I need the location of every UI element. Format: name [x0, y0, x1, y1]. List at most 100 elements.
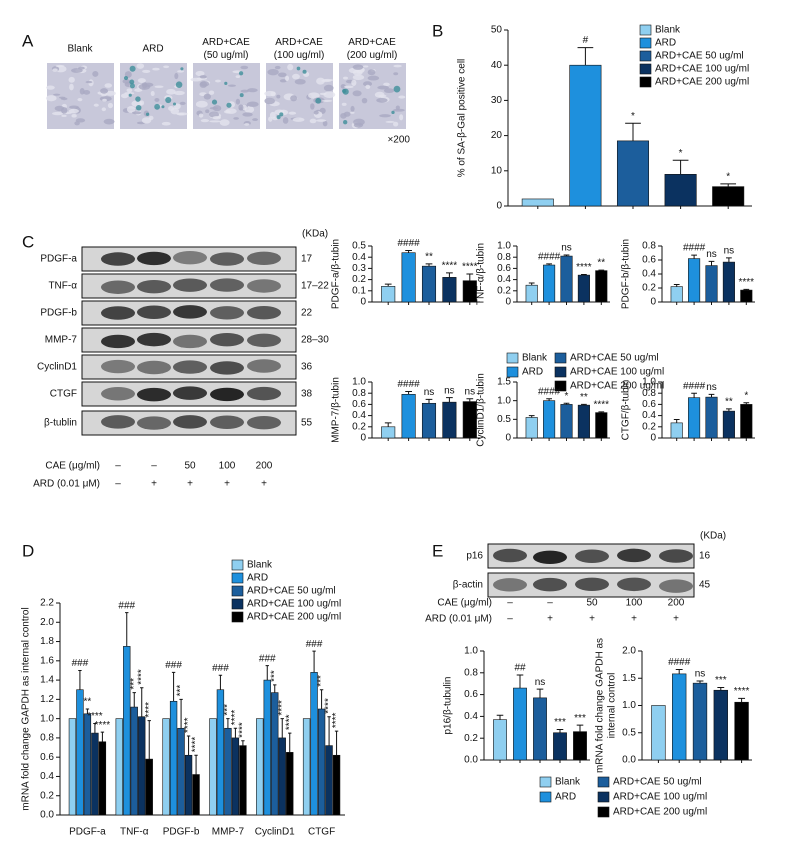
cell [277, 72, 287, 78]
bar [91, 732, 99, 816]
cell [235, 98, 241, 105]
cell [102, 98, 107, 102]
bar [595, 412, 608, 439]
bar [462, 280, 477, 303]
cell [288, 111, 297, 115]
blot-band [575, 577, 609, 592]
legend-swatch [597, 806, 610, 818]
cell [340, 84, 346, 89]
cell [195, 70, 205, 77]
cell [92, 70, 99, 77]
stain [302, 69, 307, 74]
y-tick-label: 0.6 [464, 689, 478, 700]
bar [381, 426, 396, 439]
bar [68, 718, 77, 816]
y-tick-label: 0.0 [40, 810, 54, 821]
bar [224, 727, 232, 816]
cell [142, 69, 151, 74]
significance: *** [129, 678, 140, 690]
y-tick-label: 0.2 [352, 421, 366, 432]
treatment-level: 200 [668, 598, 685, 609]
blot-band [247, 359, 281, 373]
error-bar [717, 687, 725, 691]
significance: **** [324, 698, 335, 714]
error-bar [556, 728, 564, 733]
cell [141, 117, 152, 124]
micrograph [120, 63, 188, 129]
cell [150, 90, 155, 97]
panel-label: D [22, 541, 34, 560]
legend-label: ARD [522, 367, 543, 378]
significance: ## [514, 663, 526, 674]
micrograph-label: Blank [67, 44, 93, 55]
bar [740, 404, 753, 439]
cell [310, 103, 315, 110]
y-tick-label: 0.4 [497, 274, 511, 285]
bar [705, 396, 718, 439]
error-bar [446, 397, 453, 403]
cell [393, 108, 405, 112]
cell [101, 107, 107, 112]
y-tick-label: 1.2 [40, 694, 54, 705]
stain [226, 102, 232, 108]
y-axis-label: TNF-α/β-tubin [476, 243, 487, 305]
blot-band [247, 333, 281, 348]
y-tick-label: 2.0 [40, 617, 54, 628]
y-tick-label: 0.0 [464, 755, 478, 766]
bar [688, 258, 701, 303]
significance: **** [136, 669, 147, 685]
significance: #### [397, 379, 420, 390]
bar [401, 394, 416, 439]
cell [79, 88, 85, 95]
blot-band [137, 279, 171, 294]
cell [224, 110, 231, 114]
cell [209, 120, 221, 123]
stain [342, 88, 347, 94]
bar [722, 261, 735, 303]
cell [350, 105, 355, 112]
cell [68, 76, 75, 83]
error-bar [85, 708, 90, 714]
significance: **** [594, 400, 610, 411]
bar [462, 401, 477, 439]
bar [332, 754, 341, 816]
cell [350, 111, 355, 114]
error-bar [405, 391, 412, 395]
cell [83, 90, 91, 95]
panel-label: A [22, 31, 34, 50]
stain [391, 110, 395, 115]
legend-swatch [639, 37, 652, 49]
y-axis-label: CTGF/β-tubin [621, 380, 632, 441]
y-tick-label: 0.2 [464, 733, 478, 744]
blot-band [247, 251, 281, 266]
cell [290, 95, 298, 102]
error-bar [696, 680, 704, 684]
y-axis-label: PDGF-b/β-tubin [621, 239, 632, 309]
legend-label: ARD+CAE 100 ug/ml [613, 792, 707, 803]
cell [316, 119, 327, 122]
cell [103, 118, 115, 125]
significance: *** [223, 704, 234, 716]
bar [98, 741, 107, 816]
y-tick-label: 0 [505, 297, 511, 308]
panel-label: E [432, 541, 443, 560]
bar [162, 718, 170, 816]
blot-band [533, 577, 567, 592]
legend-label: ARD [655, 38, 676, 49]
significance: **** [87, 711, 103, 722]
x-tick-label: MMP-7 [212, 827, 245, 838]
cell [77, 98, 83, 102]
cell [398, 95, 406, 99]
cell [174, 72, 179, 80]
significance: **** [734, 686, 750, 697]
significance: #### [397, 238, 420, 249]
significance: * [679, 148, 683, 159]
stain [279, 112, 284, 117]
treatment-level: – [547, 598, 553, 609]
y-tick-label: 0.4 [352, 252, 366, 263]
bar [616, 140, 650, 207]
cell [367, 69, 376, 76]
bar [553, 732, 567, 761]
blot-band [101, 280, 135, 294]
bar [670, 286, 683, 303]
